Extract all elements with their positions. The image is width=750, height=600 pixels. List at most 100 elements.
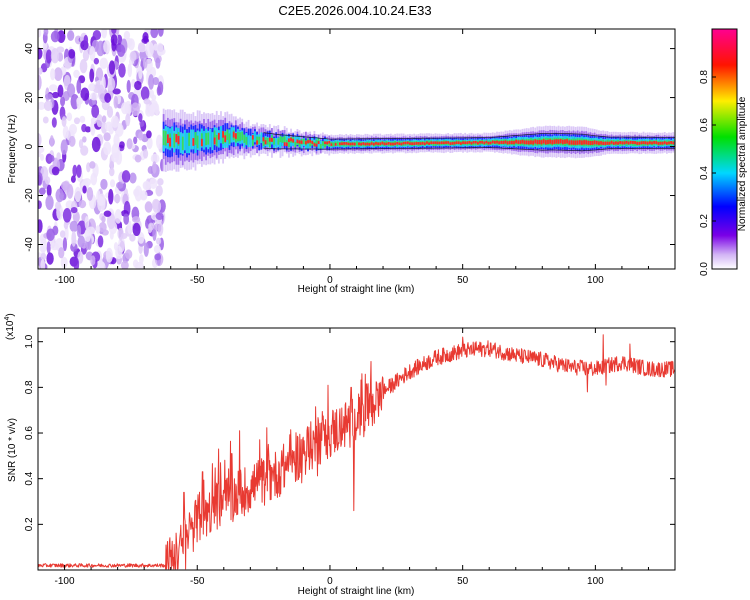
snr-scale-label: (x104) — [4, 313, 16, 340]
spectrogram-x-tick-label: 50 — [457, 275, 469, 286]
noise-blob — [38, 29, 42, 38]
band-cell — [617, 141, 619, 145]
band-cell — [268, 137, 271, 142]
band-cell — [383, 142, 386, 146]
band-cell — [400, 142, 403, 146]
band-cell — [247, 135, 250, 148]
band-cell — [375, 142, 377, 145]
band-cell — [381, 141, 384, 145]
noise-blob — [104, 92, 112, 103]
noise-blob — [101, 115, 107, 123]
band-cell — [181, 136, 184, 151]
band-cell — [587, 140, 590, 145]
noise-blob — [106, 77, 116, 92]
band-cell — [379, 142, 382, 146]
band-cell — [627, 141, 630, 145]
band-cell — [360, 142, 363, 146]
noise-blob — [95, 260, 105, 269]
noise-blob — [89, 68, 95, 83]
noise-blob — [51, 91, 60, 99]
noise-blob — [127, 220, 132, 234]
band-cell — [421, 141, 424, 145]
band-cell — [636, 141, 639, 145]
noise-blob — [143, 35, 149, 43]
noise-blob — [150, 153, 160, 164]
band-cell — [479, 140, 481, 144]
noise-blob — [114, 209, 122, 224]
noise-blob — [38, 74, 42, 91]
band-cell — [436, 141, 439, 145]
band-cell — [328, 142, 331, 147]
band-cell — [657, 142, 660, 145]
noise-blob — [61, 116, 67, 127]
band-cell — [455, 141, 458, 144]
noise-blob — [112, 88, 121, 95]
band-cell — [277, 138, 280, 145]
band-cell — [600, 141, 602, 145]
band-cell — [651, 141, 653, 145]
noise-blob — [38, 187, 46, 195]
band-cell — [188, 132, 191, 146]
snr-x-tick-label: 50 — [457, 576, 469, 587]
noise-blob — [57, 84, 64, 98]
noise-blob — [155, 185, 163, 197]
noise-blob — [119, 141, 125, 149]
band-cell — [222, 132, 224, 144]
noise-blob — [60, 256, 68, 269]
band-cell — [566, 139, 568, 144]
spectrogram-x-tick-label: -50 — [190, 275, 205, 286]
noise-blob — [47, 154, 55, 163]
band-cell — [215, 134, 218, 147]
snr-x-tick-label: 0 — [327, 576, 333, 587]
noise-blob — [60, 139, 68, 155]
band-cell — [608, 141, 611, 145]
band-cell — [317, 141, 320, 145]
noise-blob — [95, 225, 101, 234]
noise-blob — [70, 242, 78, 252]
band-cell — [205, 133, 208, 146]
noise-blob — [103, 132, 111, 142]
band-cell — [525, 140, 528, 145]
noise-blob — [144, 201, 153, 213]
band-cell — [283, 136, 286, 143]
band-cell — [260, 132, 263, 144]
noise-blob — [50, 68, 56, 81]
band-cell — [519, 140, 522, 144]
band-cell — [254, 131, 256, 143]
noise-blob — [111, 143, 120, 159]
noise-blob — [127, 38, 135, 51]
noise-blob — [79, 115, 86, 123]
band-cell — [294, 141, 297, 148]
noise-blob — [66, 112, 73, 122]
noise-blob — [55, 188, 64, 203]
band-cell — [440, 141, 443, 145]
band-cell — [491, 140, 494, 144]
band-cell — [612, 141, 615, 145]
band-cell — [530, 140, 532, 145]
band-cell — [217, 132, 220, 140]
noise-blob — [67, 83, 76, 98]
spectrogram-x-tick-label: 100 — [587, 275, 604, 286]
noise-blob — [148, 104, 156, 116]
band-cell — [646, 141, 649, 145]
noise-blob — [99, 93, 106, 100]
band-cell — [300, 140, 303, 144]
noise-blob — [127, 63, 133, 78]
noise-blob — [59, 230, 66, 238]
band-cell — [402, 141, 405, 145]
band-cell — [640, 141, 643, 145]
band-cell — [392, 142, 394, 146]
band-cell — [341, 142, 343, 146]
band-edge-upper — [263, 132, 675, 140]
snr-y-tick-label: 1.0 — [24, 334, 35, 348]
noise-blob — [133, 136, 138, 145]
band-cell — [162, 130, 165, 146]
band-cell — [207, 132, 210, 145]
band-cell — [583, 140, 585, 145]
band-cell — [483, 141, 486, 145]
band-cell — [663, 141, 666, 145]
snr-x-tick-label: -100 — [55, 576, 75, 587]
band-cell — [372, 142, 375, 146]
noise-blob — [76, 79, 82, 94]
noise-blob — [69, 220, 79, 232]
